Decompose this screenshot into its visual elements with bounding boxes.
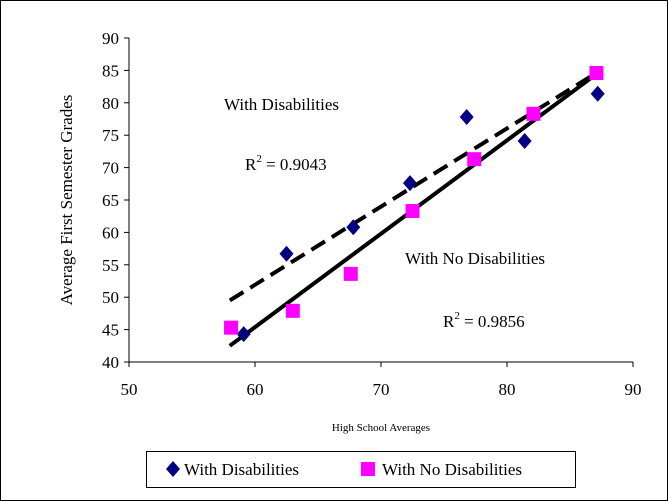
point-with-disabilities <box>590 85 605 102</box>
y-tick-label: 60 <box>102 223 119 242</box>
legend-square-marker <box>361 462 375 476</box>
y-tick-label: 80 <box>102 94 119 113</box>
y-tick-label: 65 <box>102 191 119 210</box>
x-tick-label: 70 <box>373 380 390 399</box>
point-with-no-disabilities <box>343 266 358 281</box>
point-with-disabilities <box>517 133 532 150</box>
point-with-no-disabilities <box>467 152 482 167</box>
point-with-no-disabilities <box>526 106 541 121</box>
y-axis-label: Average First Semester Grades <box>57 95 76 306</box>
y-ticks: 40 45 50 55 60 65 70 75 80 85 90 <box>102 29 129 372</box>
annotation-disabilities-r2: R2 = 0.9043 <box>245 153 327 174</box>
x-ticks: 50 60 70 80 90 <box>121 362 642 399</box>
x-tick-label: 60 <box>247 380 264 399</box>
x-axis-label: High School Averages <box>332 422 430 434</box>
legend-diamond-marker <box>166 461 180 477</box>
y-tick-label: 50 <box>102 288 119 307</box>
point-with-no-disabilities <box>285 303 300 318</box>
annotation-no-disabilities-label: With No Disabilities <box>405 249 545 268</box>
point-with-disabilities <box>459 109 474 126</box>
point-with-disabilities <box>346 219 361 236</box>
x-tick-label: 80 <box>499 380 516 399</box>
point-with-no-disabilities <box>405 204 420 219</box>
point-with-disabilities <box>279 245 294 262</box>
annotation-no-disabilities-r2: R2 = 0.9856 <box>443 310 525 331</box>
legend-label-with-disabilities: With Disabilities <box>184 460 299 479</box>
x-tick-label: 50 <box>121 380 138 399</box>
point-with-no-disabilities <box>224 320 239 335</box>
x-tick-label: 90 <box>625 380 642 399</box>
point-with-no-disabilities <box>589 65 604 80</box>
y-tick-label: 45 <box>102 321 119 340</box>
y-tick-label: 55 <box>102 256 119 275</box>
legend-label-with-no-disabilities: With No Disabilities <box>382 460 522 479</box>
y-tick-label: 75 <box>102 126 119 145</box>
y-tick-label: 85 <box>102 61 119 80</box>
data-points <box>224 65 605 343</box>
point-with-disabilities <box>402 175 417 192</box>
legend: With Disabilities With No Disabilities <box>146 451 576 488</box>
point-with-disabilities <box>236 326 251 343</box>
annotation-disabilities-label: With Disabilities <box>224 95 339 114</box>
y-tick-label: 90 <box>102 29 119 48</box>
y-tick-label: 40 <box>102 353 119 372</box>
y-tick-label: 70 <box>102 159 119 178</box>
